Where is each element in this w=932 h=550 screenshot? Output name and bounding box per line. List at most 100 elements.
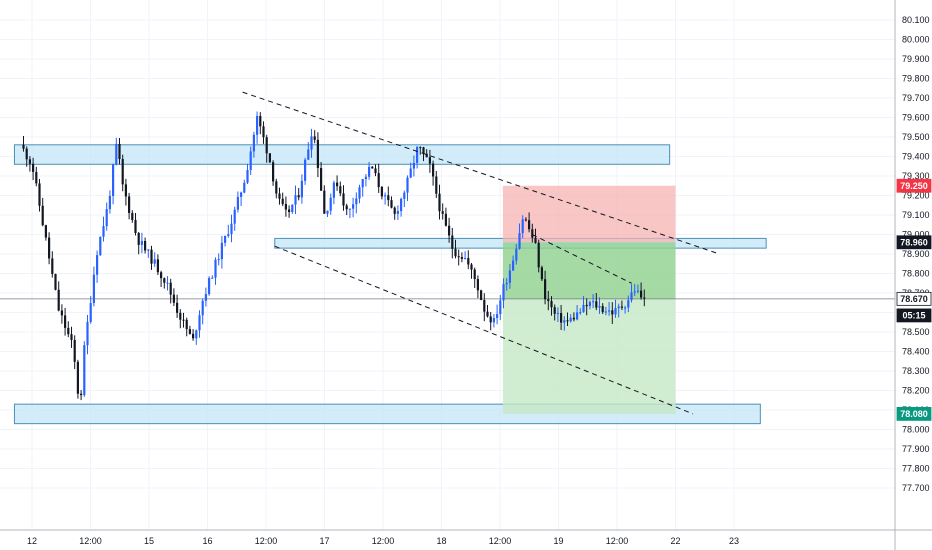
candle-body bbox=[320, 167, 323, 191]
candle-body bbox=[336, 182, 339, 187]
candle-body bbox=[220, 242, 223, 260]
candle-body bbox=[195, 330, 198, 339]
y-tick-label: 79.400 bbox=[902, 152, 930, 162]
candle-body bbox=[44, 225, 47, 238]
candle-body bbox=[400, 198, 403, 212]
candle-body bbox=[86, 321, 89, 346]
candle-body bbox=[214, 259, 217, 278]
candle-body bbox=[627, 300, 630, 308]
candle-body bbox=[144, 241, 147, 251]
candle-body bbox=[358, 187, 361, 199]
candle-body bbox=[454, 248, 457, 257]
candle-body bbox=[352, 204, 355, 209]
candle-body bbox=[60, 310, 63, 316]
candle-body bbox=[364, 176, 367, 180]
candle-body bbox=[630, 292, 633, 301]
candle-body bbox=[297, 195, 300, 198]
candle-body bbox=[412, 162, 415, 169]
x-tick-label: 22 bbox=[670, 536, 680, 546]
zone-box bbox=[13, 144, 671, 165]
candle-body bbox=[492, 318, 495, 323]
y-tick-label: 79.600 bbox=[902, 113, 930, 123]
candle-body bbox=[403, 192, 406, 199]
y-tick-label: 78.900 bbox=[902, 249, 930, 259]
candle-body bbox=[38, 183, 41, 206]
candle-body bbox=[592, 301, 595, 303]
y-tick-label: 78.300 bbox=[902, 366, 930, 376]
candle-body bbox=[115, 143, 118, 165]
open-profit-zone bbox=[502, 242, 676, 299]
x-tick-label: 15 bbox=[144, 536, 154, 546]
candle-body bbox=[486, 311, 489, 317]
grid-layer bbox=[0, 0, 895, 530]
candle-body bbox=[496, 314, 499, 319]
price-badge-text: 05:15 bbox=[902, 310, 925, 320]
candle-body bbox=[326, 210, 329, 214]
candle-body bbox=[470, 264, 473, 270]
candle-body bbox=[137, 232, 140, 245]
candle-body bbox=[361, 179, 364, 188]
candle-body bbox=[313, 136, 316, 140]
candle-body bbox=[416, 147, 419, 163]
y-tick-label: 78.200 bbox=[902, 386, 930, 396]
candle-body bbox=[617, 306, 620, 309]
candle-body bbox=[614, 308, 617, 315]
candle-body bbox=[307, 149, 310, 160]
candle-body bbox=[89, 303, 92, 322]
candle-body bbox=[604, 311, 607, 313]
candle-body bbox=[547, 299, 550, 302]
candle-body bbox=[230, 223, 233, 235]
candle-body bbox=[636, 290, 639, 292]
candle-body bbox=[304, 159, 307, 181]
x-tick-label: 16 bbox=[202, 536, 212, 546]
candle-body bbox=[64, 315, 67, 328]
candle-body bbox=[393, 207, 396, 214]
candle-body bbox=[505, 282, 508, 285]
candle-body bbox=[540, 267, 543, 280]
candle-body bbox=[76, 361, 79, 394]
candle-body bbox=[566, 320, 569, 322]
price-badge bbox=[896, 291, 932, 306]
candle-body bbox=[396, 211, 399, 214]
candle-body bbox=[99, 236, 102, 256]
candle-body bbox=[140, 241, 143, 245]
candle-body bbox=[544, 279, 547, 300]
candle-body bbox=[355, 198, 358, 205]
candle-body bbox=[588, 301, 591, 307]
y-tick-label: 79.700 bbox=[902, 93, 930, 103]
candle-body bbox=[387, 195, 390, 201]
candle-body bbox=[611, 310, 614, 315]
y-tick-label: 80.100 bbox=[902, 15, 930, 25]
candle-body bbox=[105, 209, 108, 227]
candle-body bbox=[179, 312, 182, 320]
candle-body bbox=[480, 290, 483, 301]
candle-body bbox=[585, 304, 588, 307]
candle-body bbox=[422, 147, 425, 154]
y-tick-label: 78.000 bbox=[902, 425, 930, 435]
candle-layer bbox=[22, 111, 646, 401]
candle-body bbox=[108, 195, 111, 210]
candle-body bbox=[499, 300, 502, 315]
candle-body bbox=[553, 307, 556, 314]
candle-body bbox=[192, 333, 195, 339]
x-tick-label: 17 bbox=[319, 536, 329, 546]
candle-body bbox=[57, 289, 60, 311]
candle-body bbox=[182, 319, 185, 321]
candle-body bbox=[41, 205, 44, 226]
candle-body bbox=[160, 272, 163, 279]
candle-body bbox=[572, 317, 575, 320]
y-tick-label: 79.000 bbox=[902, 230, 930, 240]
candle-body bbox=[473, 269, 476, 280]
candle-body bbox=[92, 274, 95, 304]
candle-body bbox=[563, 320, 566, 323]
candle-body bbox=[198, 315, 201, 331]
candle-body bbox=[524, 219, 527, 221]
candle-body bbox=[464, 258, 467, 260]
price-badge-text: 78.080 bbox=[900, 409, 928, 419]
candle-body bbox=[342, 193, 345, 206]
candle-body bbox=[432, 163, 435, 177]
candle-body bbox=[121, 159, 124, 185]
candle-body bbox=[131, 212, 134, 220]
